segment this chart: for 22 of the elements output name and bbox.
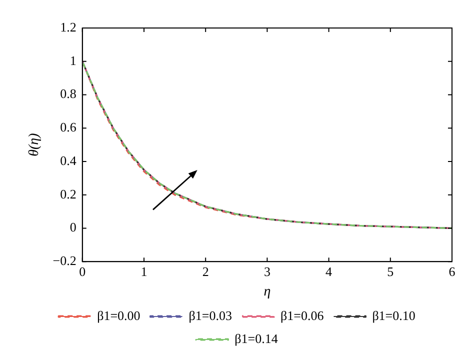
y-tick-label: 1.2 xyxy=(60,19,76,34)
legend-label: β1=0.10 xyxy=(372,308,416,323)
y-tick-label: 1 xyxy=(70,52,76,68)
x-axis-title: η xyxy=(264,284,271,300)
y-tick-label: 0.2 xyxy=(60,186,76,202)
y-tick-label: 0.8 xyxy=(60,86,76,102)
y-axis-title: θ(η) xyxy=(27,132,42,156)
legend-label: β1=0.14 xyxy=(234,330,278,346)
legend-label: β1=0.06 xyxy=(280,308,324,323)
y-tick-label: −0.2 xyxy=(52,253,76,268)
y-tick-label: 0.6 xyxy=(60,120,77,135)
x-tick-label: 1 xyxy=(140,264,148,279)
x-tick-label: 4 xyxy=(326,264,333,279)
legend-label: β1=0.00 xyxy=(97,308,140,323)
x-tick-label: 5 xyxy=(387,264,394,279)
x-tick-label: 3 xyxy=(264,264,270,279)
y-tick-label: 0 xyxy=(70,220,76,235)
line-series xyxy=(82,60,452,230)
y-tick-label: 0.4 xyxy=(60,152,77,168)
x-tick-label: 6 xyxy=(448,264,456,279)
x-tick-label: 2 xyxy=(202,264,209,279)
legend-label: β1=0.03 xyxy=(188,308,232,323)
